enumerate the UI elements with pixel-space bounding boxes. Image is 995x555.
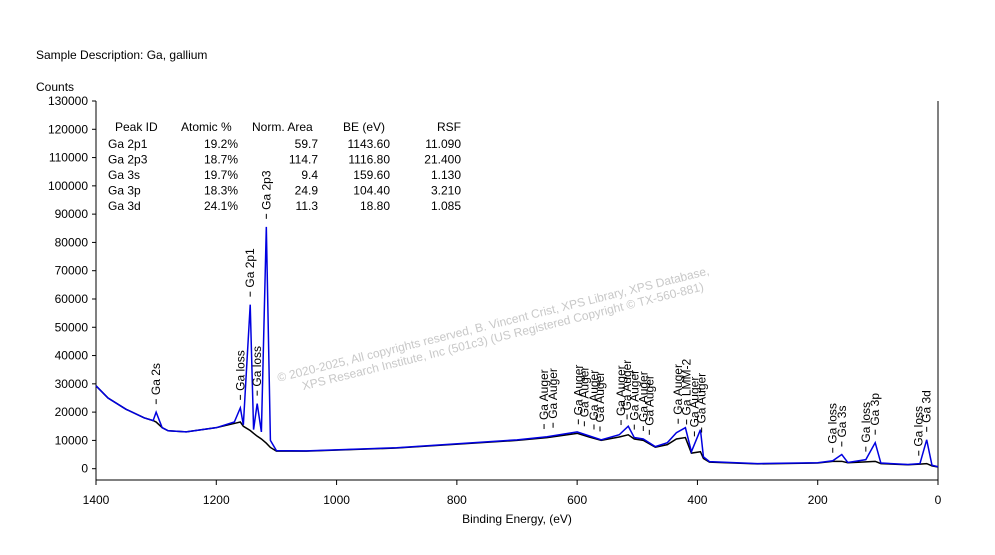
annotation-label: Ga 2p3: [259, 170, 273, 210]
table-cell: 18.3%: [204, 184, 238, 198]
annotation-label: Ga loss: [250, 346, 264, 387]
table-cell: 11.3: [296, 199, 319, 213]
table-cell: 1143.60: [348, 137, 391, 151]
x-tick-label: 800: [447, 493, 467, 507]
y-tick-label: 10000: [55, 433, 89, 447]
annotation-label: Ga Auger: [577, 367, 591, 418]
table-cell: 1.085: [431, 199, 461, 213]
table-cell: 19.7%: [204, 168, 238, 182]
annotation-label: Ga loss: [233, 350, 247, 391]
y-axis-label: Counts: [36, 80, 74, 94]
y-tick-label: 70000: [55, 264, 89, 278]
annotation-label: Ga Auger: [636, 371, 650, 422]
annotation-label: Ga LMM-2: [680, 358, 694, 415]
x-tick-label: 1000: [323, 493, 350, 507]
annotation-label: Ga Auger: [687, 377, 701, 428]
annotation-label: Ga Auger: [614, 365, 628, 416]
y-tick-label: 0: [81, 462, 88, 476]
annotation-label: Ga loss: [912, 406, 926, 447]
table-cell: 1116.80: [348, 153, 390, 167]
table-cell: 24.1%: [204, 199, 238, 213]
y-tick-label: 100000: [48, 179, 88, 193]
table-cell: 21.400: [424, 153, 461, 167]
table-cell: 24.9: [295, 184, 319, 198]
table-header: Peak ID: [115, 120, 158, 134]
annotation-label: Ga 2s: [149, 363, 163, 395]
table-cell: 9.4: [301, 168, 318, 182]
table-cell: 1.130: [431, 168, 461, 182]
x-tick-label: 1400: [83, 493, 110, 507]
annotation-label: Ga 3p: [868, 393, 882, 426]
y-tick-label: 80000: [55, 235, 89, 249]
x-tick-label: 0: [935, 493, 942, 507]
table-header: RSF: [437, 120, 461, 134]
annotation-label: Ga Auger: [627, 370, 641, 421]
annotation-label: Ga loss: [859, 402, 873, 443]
table-cell: Ga 3s: [108, 168, 140, 182]
table-cell: 18.7%: [204, 153, 238, 167]
table-cell: Ga 2p1: [108, 137, 148, 151]
annotation-label: Ga 3d: [920, 390, 934, 423]
table-cell: 59.7: [295, 137, 319, 151]
annotation-label: Ga Auger: [546, 368, 560, 419]
y-tick-label: 120000: [48, 122, 88, 136]
table-cell: 19.2%: [204, 137, 238, 151]
annotation-label: Ga 3s: [835, 406, 849, 438]
y-tick-label: 60000: [55, 292, 89, 306]
table-cell: 11.090: [425, 137, 461, 151]
x-tick-label: 200: [808, 493, 828, 507]
y-tick-label: 90000: [55, 207, 89, 221]
x-tick-label: 400: [687, 493, 707, 507]
table-header: BE (eV): [343, 120, 385, 134]
annotation-label: Ga Auger: [620, 360, 634, 411]
annotation-label: Ga Auger: [571, 365, 585, 416]
y-tick-label: 50000: [55, 320, 89, 334]
x-tick-label: 1200: [203, 493, 230, 507]
annotation-label: Ga Auger: [587, 370, 601, 421]
table-cell: Ga 2p3: [108, 153, 148, 167]
annotation-label: Ga Auger: [671, 364, 685, 415]
table-cell: 3.210: [431, 184, 461, 198]
y-tick-label: 20000: [55, 405, 89, 419]
y-tick-label: 130000: [48, 94, 88, 108]
y-tick-label: 40000: [55, 349, 89, 363]
x-tick-label: 600: [567, 493, 587, 507]
x-axis-label: Binding Energy, (eV): [462, 512, 572, 526]
table-header: Atomic %: [181, 120, 232, 134]
table-cell: 159.60: [353, 168, 390, 182]
annotation-label: Ga Auger: [537, 369, 551, 420]
chart-title: Sample Description: Ga, gallium: [36, 48, 207, 62]
y-tick-label: 30000: [55, 377, 89, 391]
annotation-label: Ga Auger: [642, 375, 656, 426]
spectrum-line: [95, 226, 939, 468]
table-cell: 114.7: [289, 153, 318, 167]
annotation-label: Ga loss: [826, 403, 840, 444]
table-cell: 18.80: [360, 199, 390, 213]
table-cell: Ga 3d: [108, 199, 141, 213]
y-tick-label: 110000: [49, 151, 88, 165]
table-header: Norm. Area: [252, 120, 313, 134]
annotation-label: Ga Auger: [593, 372, 607, 423]
watermark-text: © 2020-2025, All copyrights reserved, B.…: [276, 264, 711, 385]
table-cell: Ga 3p: [108, 184, 141, 198]
annotation-label: Ga 2p1: [243, 248, 257, 288]
annotation-label: Ga Auger: [695, 373, 709, 424]
table-cell: 104.40: [353, 184, 390, 198]
